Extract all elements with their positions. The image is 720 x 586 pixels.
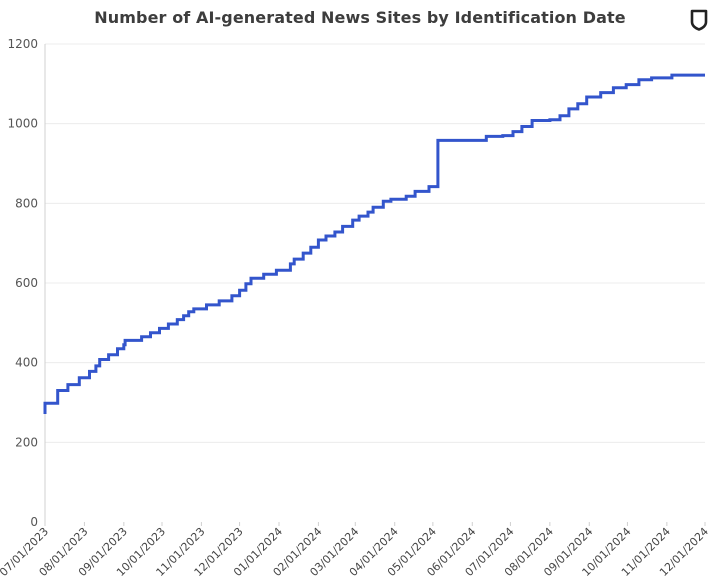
- shield-icon: [690, 9, 708, 31]
- series-layer: [43, 73, 705, 414]
- x-tick-labels: 07/01/202308/01/202309/01/202310/01/2023…: [0, 522, 711, 579]
- y-tick-label: 400: [15, 356, 38, 370]
- y-tick-label: 600: [15, 276, 38, 290]
- y-tick-label: 1000: [7, 117, 38, 131]
- grid-lines: [45, 43, 705, 443]
- series-line: [43, 73, 705, 414]
- y-tick-label: 0: [30, 515, 38, 529]
- y-tick-label: 1200: [7, 37, 38, 51]
- y-tick-label: 800: [15, 196, 38, 210]
- chart-title: Number of AI-generated News Sites by Ide…: [94, 8, 626, 27]
- y-tick-label: 200: [15, 435, 38, 449]
- y-tick-labels: 0 200 400 600 800 1000 1200: [7, 37, 38, 529]
